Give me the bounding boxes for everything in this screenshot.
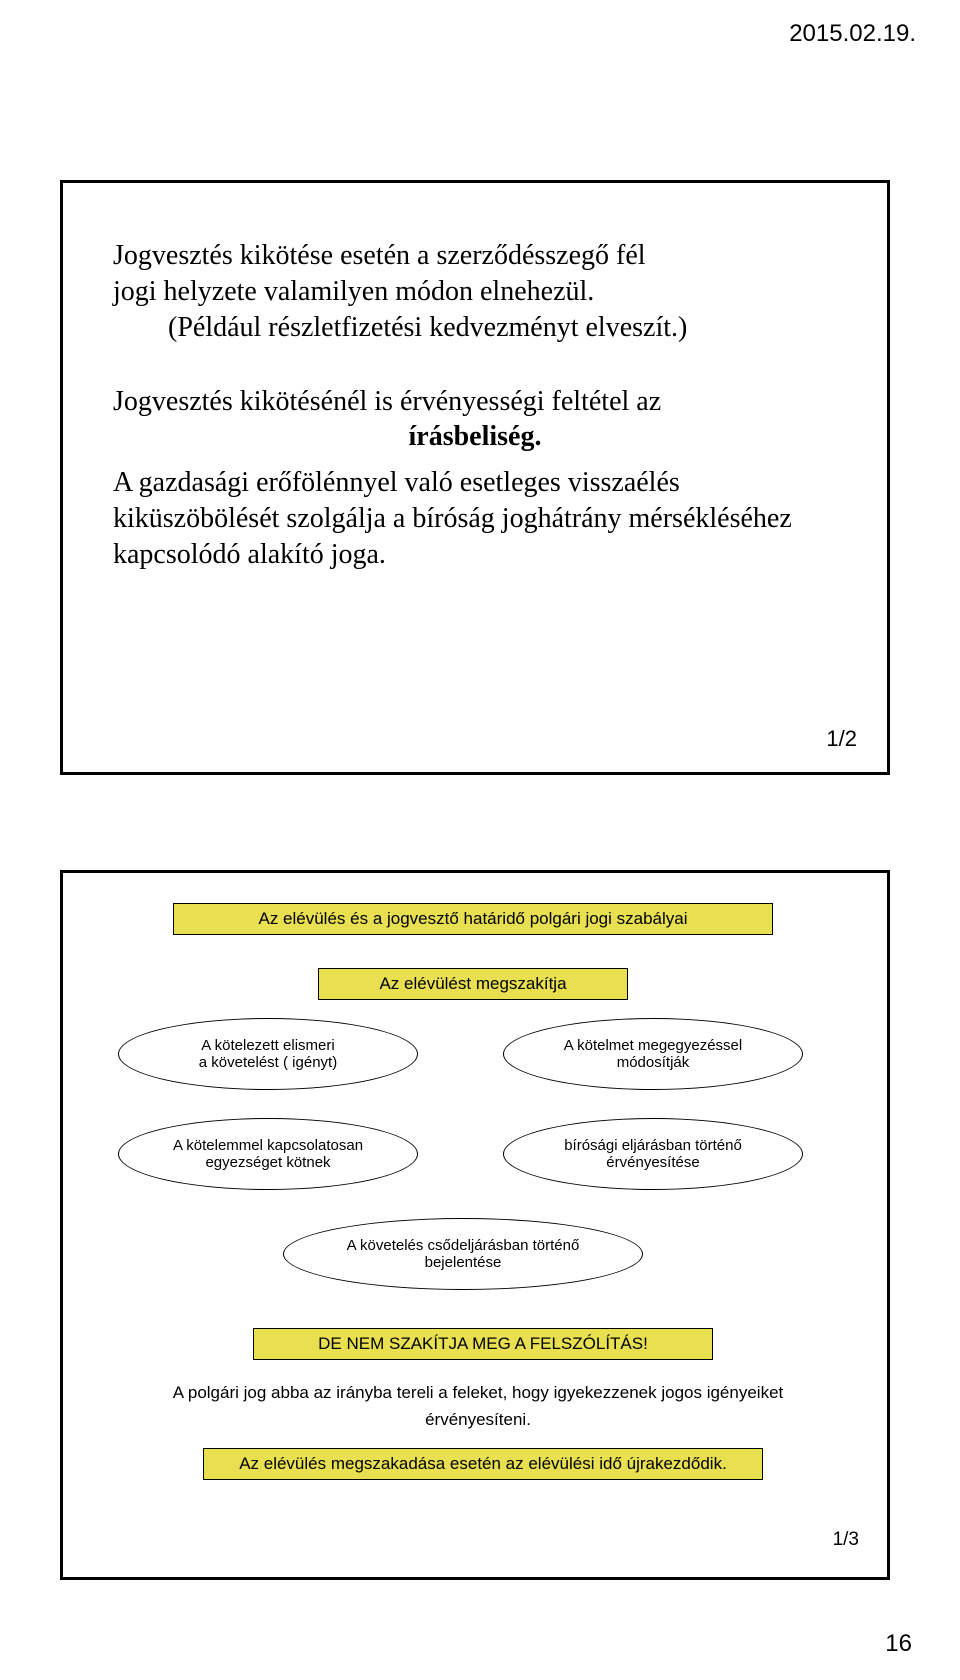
slide2-final-box: Az elévülés megszakadása esetén az elévü… [203, 1448, 763, 1480]
ellipse-2-line2: módosítják [617, 1054, 690, 1071]
ellipse-3-line1: A kötelemmel kapcsolatosan [173, 1137, 363, 1154]
ellipse-5-line1: A követelés csődeljárásban történő [347, 1237, 580, 1254]
slide2-note-l1: A polgári jog abba az irányba tereli a f… [103, 1383, 853, 1403]
ellipse-1: A kötelezett elismeri a követelést ( igé… [118, 1018, 418, 1090]
slide2-page-indicator: 1/3 [833, 1529, 859, 1551]
ellipse-5: A követelés csődeljárásban történő bejel… [283, 1218, 643, 1290]
slide1-para1-l2: jogi helyzete valamilyen módon elnehezül… [113, 274, 837, 310]
slide-2: Az elévülés és a jogvesztő határidő polg… [60, 870, 890, 1580]
ellipse-4-line2: érvényesítése [606, 1154, 699, 1171]
slide1-para2-bold: írásbeliség. [113, 421, 837, 453]
slide1-para3: A gazdasági erőfölénnyel való esetleges … [113, 465, 837, 572]
ellipse-4: bírósági eljárásban történő érvényesítés… [503, 1118, 803, 1190]
ellipse-4-line1: bírósági eljárásban történő [564, 1137, 742, 1154]
ellipse-2: A kötelmet megegyezéssel módosítják [503, 1018, 803, 1090]
ellipse-5-line2: bejelentése [425, 1254, 502, 1271]
ellipse-1-line2: a követelést ( igényt) [199, 1054, 337, 1071]
slide2-warning-box: DE NEM SZAKÍTJA MEG A FELSZÓLÍTÁS! [253, 1328, 713, 1360]
footer-page-number: 16 [885, 1630, 912, 1658]
slide1-page-indicator: 1/2 [826, 726, 857, 752]
slide2-title-main: Az elévülés és a jogvesztő határidő polg… [173, 903, 773, 935]
slide-1: Jogvesztés kikötése esetén a szerződéssz… [60, 180, 890, 775]
slide1-para1-l1: Jogvesztés kikötése esetén a szerződéssz… [113, 238, 837, 274]
slide2-note-l2: érvényesíteni. [103, 1410, 853, 1430]
ellipse-1-line1: A kötelezett elismeri [201, 1037, 334, 1054]
ellipse-3-line2: egyezséget kötnek [205, 1154, 330, 1171]
slide1-para2-l1: Jogvesztés kikötésénél is érvényességi f… [113, 384, 837, 420]
ellipse-3: A kötelemmel kapcsolatosan egyezséget kö… [118, 1118, 418, 1190]
slide1-para1-l3: (Például részletfizetési kedvezményt elv… [168, 312, 837, 344]
header-date: 2015.02.19. [789, 20, 916, 48]
ellipse-2-line1: A kötelmet megegyezéssel [564, 1037, 742, 1054]
slide2-title-sub: Az elévülést megszakítja [318, 968, 628, 1000]
